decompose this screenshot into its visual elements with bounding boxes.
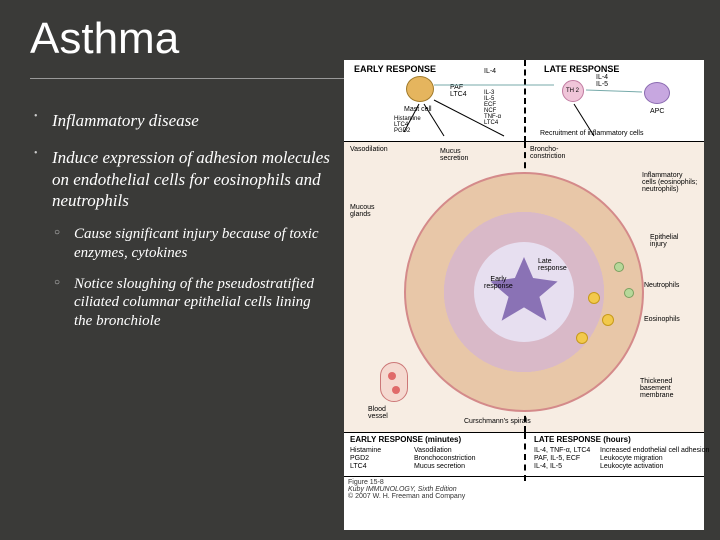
early-mediators: Histamine PGD2 LTC4 [350,447,381,471]
bronchoconstriction-label: Broncho- constriction [530,146,565,160]
neutrophils-label: Neutrophils [644,282,679,289]
column-divider [524,433,526,481]
figure-copyright: © 2007 W. H. Freeman and Company [348,493,465,500]
late-effects: Increased endothelial cell adhesion Leuk… [600,447,700,471]
sub-list-item: Cause significant injury because of toxi… [52,225,330,263]
figure-number: Figure 15-8 [348,479,384,486]
figure-top-panel: EARLY RESPONSE LATE RESPONSE Mast cell T… [344,60,704,142]
blood-vessel-label: Blood vessel [368,406,388,420]
neutrophil-icon [624,288,634,298]
early-minutes-header: EARLY RESPONSE (minutes) [350,435,461,444]
curschmann-label: Curschmann's spirals [464,418,531,425]
rbc-icon [388,372,396,380]
eosinophil-icon [576,332,588,344]
neutrophil-icon [614,262,624,272]
list-item: Inflammatory disease [30,110,330,131]
early-effects: Vasodilation Bronchoconstriction Mucus s… [414,447,475,471]
rbc-icon [392,386,400,394]
late-mediators: IL-4, TNF-α, LTC4 PAF, IL-5, ECF IL-4, I… [534,447,590,471]
sub-list-item: Notice sloughing of the pseudostratified… [52,275,330,331]
early-response-lumen-label: Early response [484,276,513,290]
bullet-text: Inflammatory disease [52,111,199,130]
blood-vessel-icon [380,362,408,402]
list-item: Induce expression of adhesion molecules … [30,147,330,331]
inflammatory-cells-label: Inflammatory cells (eosinophils; neutrop… [642,172,697,193]
epithelial-injury-label: Epithelial injury [650,234,678,248]
page-title: Asthma [30,14,179,64]
late-response-lumen-label: Late response [538,258,567,272]
eosinophil-icon [588,292,600,304]
late-hours-header: LATE RESPONSE (hours) [534,435,631,444]
figure-bottom-panel: EARLY RESPONSE (minutes) LATE RESPONSE (… [344,432,704,502]
bullet-content: Inflammatory disease Induce expression o… [30,110,330,347]
thickened-membrane-label: Thickened basement membrane [640,378,673,399]
eosinophils-label: Eosinophils [644,316,680,323]
asthma-figure: EARLY RESPONSE LATE RESPONSE Mast cell T… [344,60,704,530]
figure-book: Kuby IMMUNOLOGY, Sixth Edition [348,486,457,493]
figure-source: Figure 15-8 Kuby IMMUNOLOGY, Sixth Editi… [344,476,704,502]
mucus-secretion-label: Mucus secretion [440,148,468,162]
bullet-text: Induce expression of adhesion molecules … [52,148,330,210]
top-arrows [344,60,704,142]
vasodilation-label: Vasodilation [350,146,388,153]
mucous-glands-label: Mucous glands [350,204,375,218]
eosinophil-icon [602,314,614,326]
figure-mid-panel: Vasodilation Mucous glands Mucus secreti… [344,142,704,432]
